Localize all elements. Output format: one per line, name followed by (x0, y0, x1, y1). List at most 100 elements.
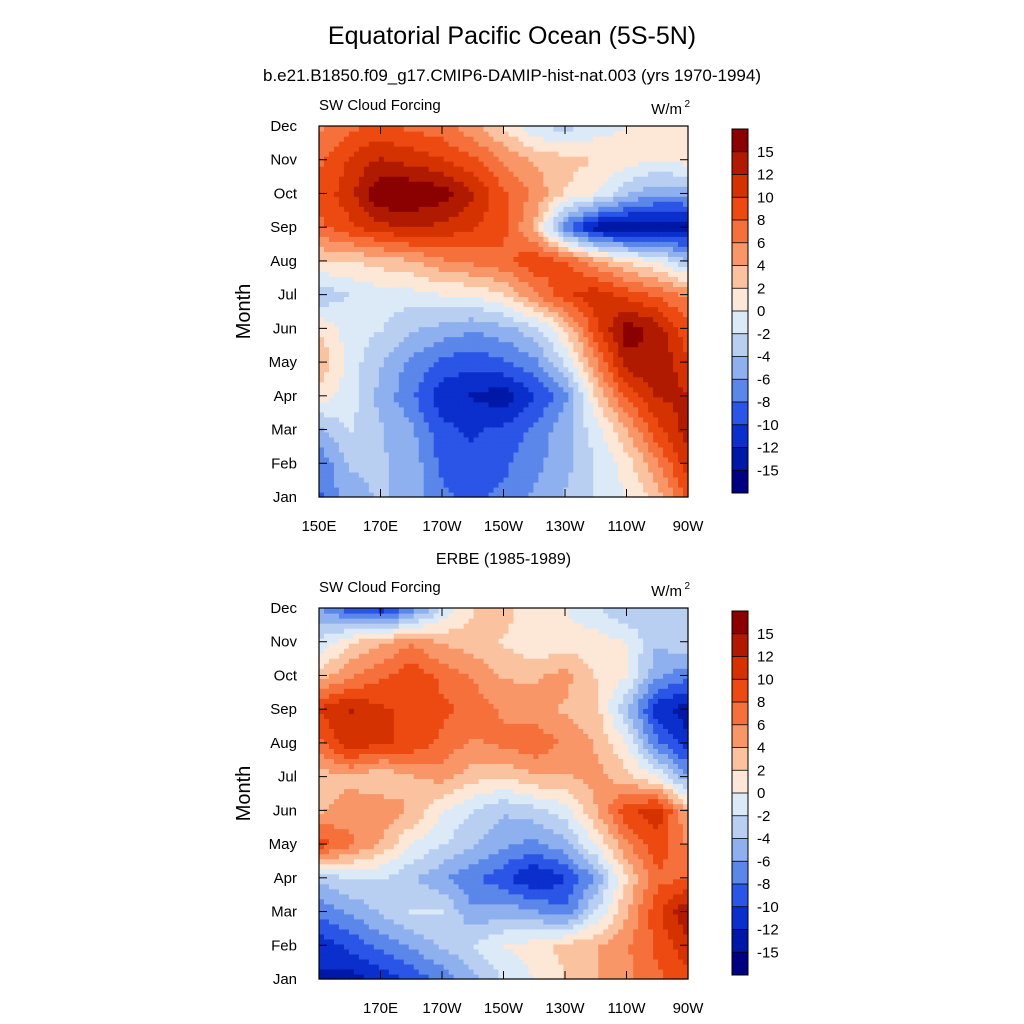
heatmap-cell (413, 261, 420, 267)
heatmap-cell (423, 226, 430, 232)
heatmap-cell (653, 301, 659, 308)
heatmap-cell (468, 206, 475, 212)
heatmap-cell (628, 176, 634, 182)
heatmap-cell (438, 376, 445, 383)
heatmap-cell (533, 441, 540, 448)
heatmap-cell (533, 486, 540, 493)
heatmap-cell (443, 226, 450, 232)
heatmap-cell (378, 331, 385, 338)
heatmap-cell (333, 241, 340, 247)
heatmap-cell (653, 251, 659, 257)
heatmap-cell (443, 321, 450, 328)
heatmap-cell (448, 381, 455, 388)
heatmap-cell (398, 461, 405, 468)
heatmap-cell (673, 356, 679, 363)
heatmap-cell (423, 246, 430, 252)
heatmap-cell (558, 341, 564, 348)
heatmap-cell (408, 436, 415, 443)
heatmap-cell (643, 181, 649, 187)
heatmap-cell (413, 166, 420, 172)
heatmap-cell (348, 176, 355, 182)
heatmap-cell (398, 421, 405, 428)
heatmap-cell (673, 341, 679, 348)
heatmap-cell (453, 411, 460, 418)
heatmap-cell (638, 341, 644, 348)
heatmap-cell (463, 396, 470, 403)
heatmap-cell (668, 426, 674, 433)
heatmap-cell (358, 456, 365, 463)
heatmap-cell (363, 486, 370, 493)
heatmap-cell (598, 161, 604, 167)
heatmap-cell (343, 316, 350, 323)
heatmap-cell (388, 376, 395, 383)
heatmap-cell (623, 321, 629, 328)
heatmap-cell (593, 351, 599, 358)
heatmap-cell (583, 356, 589, 363)
heatmap-cell (448, 296, 455, 303)
heatmap-cell (353, 361, 360, 368)
heatmap-cell (513, 361, 520, 368)
heatmap-cell (448, 271, 455, 277)
heatmap-cell (448, 316, 455, 323)
heatmap-cell (478, 381, 485, 388)
heatmap-cell (513, 266, 520, 272)
heatmap-cell (458, 476, 465, 483)
heatmap-cell (678, 261, 684, 267)
heatmap-cell (333, 306, 340, 313)
heatmap-cell (548, 471, 554, 478)
heatmap-cell (413, 251, 420, 257)
heatmap-cell (398, 321, 405, 328)
heatmap-cell (438, 321, 445, 328)
heatmap-cell (328, 201, 335, 207)
heatmap-cell (468, 216, 475, 222)
heatmap-cell (438, 436, 445, 443)
heatmap-cell (423, 451, 430, 458)
heatmap-cell (319, 341, 325, 348)
heatmap-cell (498, 396, 505, 403)
heatmap-cell (618, 291, 624, 298)
heatmap-cell (408, 341, 415, 348)
heatmap-cell (623, 301, 629, 308)
heatmap-cell (608, 231, 614, 237)
heatmap-cell (603, 391, 609, 398)
heatmap-cell (398, 486, 405, 493)
heatmap-cell (328, 356, 335, 363)
heatmap-cell (558, 181, 564, 187)
heatmap-cell (443, 371, 450, 378)
heatmap-cell (423, 391, 430, 398)
heatmap-cell (648, 281, 654, 288)
heatmap-cell (443, 341, 450, 348)
heatmap-cell (643, 201, 649, 207)
heatmap-cell (528, 186, 535, 192)
heatmap-cell (648, 266, 654, 272)
heatmap-cell (403, 191, 410, 197)
heatmap-cell (363, 196, 370, 202)
heatmap-cell (573, 356, 579, 363)
heatmap-cell (633, 241, 639, 247)
heatmap-cell (358, 301, 365, 308)
heatmap-cell (443, 421, 450, 428)
heatmap-cell (488, 176, 495, 182)
heatmap-cell (633, 426, 639, 433)
heatmap-cell (603, 476, 609, 483)
heatmap-cell (658, 371, 664, 378)
heatmap-cell (658, 316, 664, 323)
heatmap-cell (563, 231, 569, 237)
heatmap-cell (633, 331, 639, 338)
heatmap-cell (573, 366, 579, 373)
heatmap-cell (448, 406, 455, 413)
heatmap-cell (418, 301, 425, 308)
heatmap-cell (533, 396, 540, 403)
heatmap-cell (443, 221, 450, 227)
heatmap-cell (388, 461, 395, 468)
heatmap-cell (578, 466, 584, 473)
heatmap-cell (668, 246, 674, 252)
heatmap-cell (438, 311, 445, 318)
heatmap-cell (598, 436, 604, 443)
heatmap-cell (563, 341, 569, 348)
heatmap-cell (538, 216, 544, 222)
heatmap-cell (603, 261, 609, 267)
heatmap-cell (678, 446, 684, 453)
heatmap-cell (478, 486, 485, 493)
heatmap-cell (323, 231, 330, 237)
